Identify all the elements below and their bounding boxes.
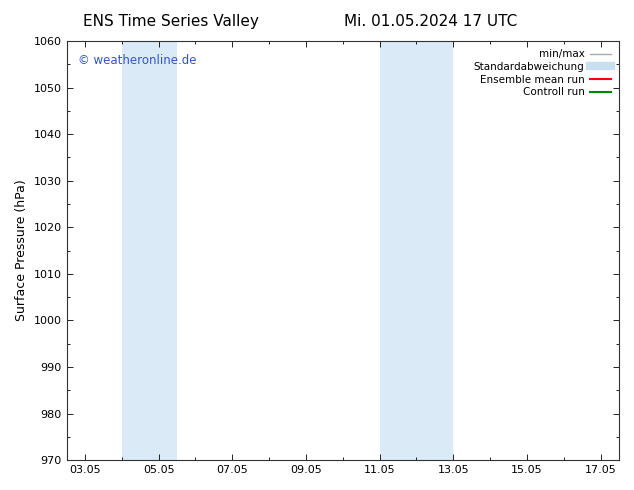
Bar bbox=[380, 41, 453, 460]
Y-axis label: Surface Pressure (hPa): Surface Pressure (hPa) bbox=[15, 180, 28, 321]
Text: © weatheronline.de: © weatheronline.de bbox=[77, 53, 196, 67]
Text: Mi. 01.05.2024 17 UTC: Mi. 01.05.2024 17 UTC bbox=[344, 14, 518, 29]
Bar bbox=[122, 41, 177, 460]
Legend: min/max, Standardabweichung, Ensemble mean run, Controll run: min/max, Standardabweichung, Ensemble me… bbox=[471, 46, 614, 100]
Text: ENS Time Series Valley: ENS Time Series Valley bbox=[83, 14, 259, 29]
